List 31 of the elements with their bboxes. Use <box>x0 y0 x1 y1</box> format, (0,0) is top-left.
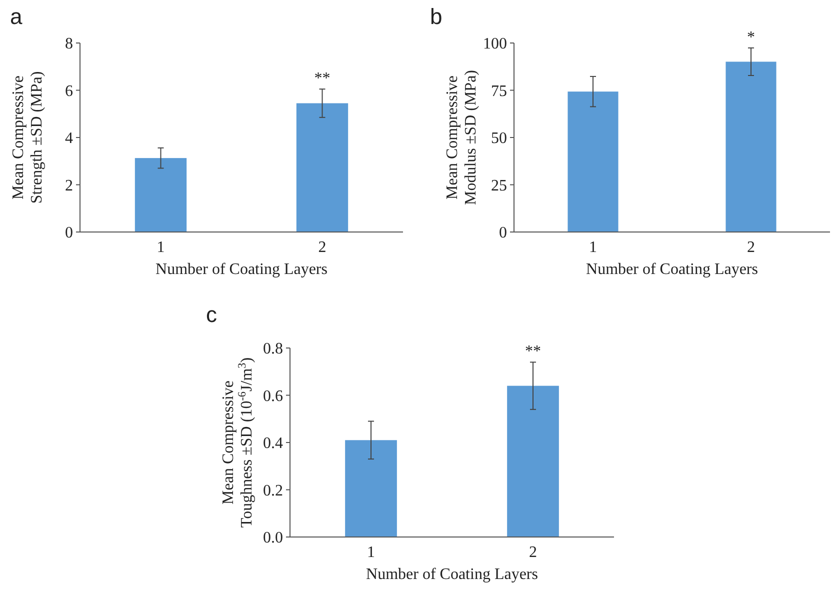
y-tick-label: 0.4 <box>263 435 283 452</box>
chart-title: b <box>430 4 442 29</box>
annotation: ** <box>314 70 330 88</box>
x-tick-label: 1 <box>367 544 375 561</box>
y-tick-label: 0.6 <box>263 388 283 405</box>
y-axis-title: Mean Compressive Strength ±SD (MPa) <box>10 71 46 204</box>
chart-title: a <box>10 4 23 29</box>
x-axis-title: Number of Coating Layers <box>156 261 328 278</box>
y-tick-label: 25 <box>491 177 507 194</box>
y-tick-label: 4 <box>65 130 73 148</box>
x-axis-title: Number of Coating Layers <box>366 566 538 583</box>
y-tick-label: 0.0 <box>263 530 283 547</box>
y-tick-label: 0.2 <box>263 482 283 500</box>
annotation: * <box>747 28 755 46</box>
x-axis-title: Number of Coating Layers <box>586 261 758 278</box>
x-tick-label: 2 <box>747 239 755 256</box>
y-tick-label: 100 <box>483 36 507 53</box>
y-tick-label: 0.8 <box>263 340 283 358</box>
y-tick-label: 2 <box>65 177 73 194</box>
x-tick-label: 1 <box>156 239 165 256</box>
y-tick-label: 6 <box>65 82 73 100</box>
chart-title: c <box>206 302 217 327</box>
y-tick-label: 75 <box>491 82 507 100</box>
x-tick-label: 1 <box>589 239 597 256</box>
y-axis-title: Mean Compressive Modulus ±SD (MPa) <box>444 70 480 206</box>
y-tick-label: 0 <box>65 224 73 242</box>
y-tick-label: 8 <box>65 36 73 53</box>
annotation: ** <box>525 343 541 360</box>
y-tick-label: 50 <box>491 130 507 148</box>
x-tick-label: 2 <box>318 239 326 256</box>
y-tick-label: 0 <box>499 224 507 242</box>
